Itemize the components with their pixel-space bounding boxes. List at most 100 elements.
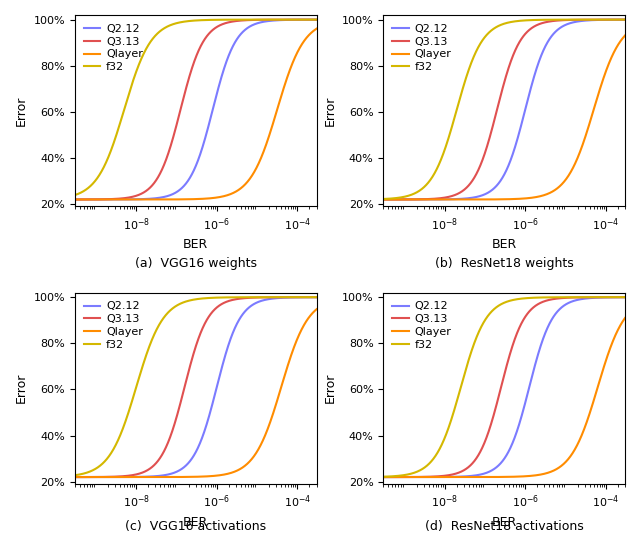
- Q2.12: [314, 294, 322, 300]
- Line: Q3.13: Q3.13: [64, 20, 326, 200]
- f32: [60, 473, 68, 480]
- Qlayer: [187, 196, 195, 202]
- Q2.12: [266, 296, 274, 303]
- Q2.12: [369, 474, 376, 480]
- Q2.12: [495, 179, 503, 185]
- Q3.13: [314, 16, 322, 23]
- Q3.13: [180, 386, 188, 392]
- Qlayer: [314, 305, 322, 311]
- f32: [623, 16, 630, 23]
- Q2.12: [73, 474, 81, 480]
- Q3.13: [322, 294, 330, 300]
- Q2.12: [266, 18, 274, 24]
- Q3.13: [314, 294, 322, 300]
- Qlayer: [73, 474, 81, 480]
- Line: Q3.13: Q3.13: [372, 20, 634, 200]
- f32: [180, 299, 188, 305]
- f32: [314, 16, 322, 23]
- Qlayer: [180, 474, 188, 480]
- Q3.13: [630, 294, 638, 300]
- Q2.12: [73, 196, 81, 203]
- Q2.12: [575, 18, 582, 25]
- Legend: Q2.12, Q3.13, Qlayer, f32: Q2.12, Q3.13, Qlayer, f32: [389, 20, 454, 75]
- Q2.12: [187, 456, 195, 463]
- f32: [575, 294, 582, 300]
- Qlayer: [575, 153, 582, 159]
- Q3.13: [60, 474, 68, 480]
- Qlayer: [322, 300, 330, 307]
- f32: [575, 16, 582, 23]
- Q2.12: [322, 294, 330, 300]
- Q3.13: [187, 359, 195, 366]
- Q2.12: [314, 294, 322, 300]
- Qlayer: [630, 25, 638, 31]
- Line: f32: f32: [372, 20, 634, 199]
- Line: f32: f32: [372, 297, 634, 477]
- Line: f32: f32: [64, 297, 326, 476]
- Q3.13: [489, 416, 497, 422]
- Qlayer: [314, 305, 322, 311]
- Qlayer: [623, 31, 630, 37]
- f32: [60, 194, 68, 201]
- Line: Q2.12: Q2.12: [372, 297, 634, 477]
- Qlayer: [73, 196, 81, 203]
- Q3.13: [314, 16, 322, 23]
- Line: Q2.12: Q2.12: [64, 20, 326, 200]
- Line: f32: f32: [64, 20, 326, 197]
- Q3.13: [575, 294, 582, 301]
- Q3.13: [187, 68, 195, 74]
- f32: [381, 474, 389, 480]
- Q3.13: [623, 294, 630, 300]
- Q3.13: [489, 124, 497, 130]
- Q3.13: [266, 16, 274, 23]
- Q3.13: [381, 196, 389, 203]
- Line: Q2.12: Q2.12: [64, 297, 326, 477]
- Q2.12: [489, 186, 497, 193]
- f32: [322, 16, 330, 23]
- X-axis label: BER: BER: [492, 516, 517, 529]
- Qlayer: [381, 474, 389, 480]
- f32: [489, 26, 497, 33]
- Q2.12: [623, 16, 630, 23]
- Text: (a)  VGG16 weights: (a) VGG16 weights: [134, 257, 257, 270]
- Q2.12: [623, 294, 630, 300]
- Q3.13: [381, 474, 389, 480]
- Q3.13: [180, 92, 188, 99]
- X-axis label: BER: BER: [183, 516, 209, 529]
- Y-axis label: Error: Error: [323, 96, 337, 126]
- Qlayer: [495, 474, 503, 480]
- Q3.13: [369, 474, 376, 480]
- X-axis label: BER: BER: [183, 238, 209, 251]
- Qlayer: [575, 439, 582, 446]
- f32: [73, 471, 81, 478]
- f32: [314, 294, 322, 300]
- f32: [623, 294, 630, 300]
- Qlayer: [623, 313, 630, 320]
- Q2.12: [630, 294, 638, 300]
- Q3.13: [623, 16, 630, 23]
- Text: (b)  ResNet18 weights: (b) ResNet18 weights: [435, 257, 573, 270]
- Line: Qlayer: Qlayer: [64, 304, 326, 477]
- Qlayer: [369, 196, 376, 203]
- f32: [180, 18, 188, 25]
- Qlayer: [180, 196, 188, 202]
- Q2.12: [180, 183, 188, 189]
- Line: Q2.12: Q2.12: [372, 20, 634, 200]
- Y-axis label: Error: Error: [15, 373, 28, 404]
- Qlayer: [623, 313, 630, 320]
- Q2.12: [314, 16, 322, 23]
- Q3.13: [73, 196, 81, 203]
- f32: [381, 196, 389, 202]
- Q3.13: [495, 97, 503, 103]
- Q2.12: [60, 474, 68, 480]
- Legend: Q2.12, Q3.13, Qlayer, f32: Q2.12, Q3.13, Qlayer, f32: [81, 20, 146, 75]
- Q2.12: [575, 296, 582, 303]
- Qlayer: [314, 25, 322, 31]
- Q2.12: [180, 464, 188, 470]
- Q3.13: [322, 16, 330, 23]
- Qlayer: [381, 196, 389, 203]
- Text: (c)  VGG16 activations: (c) VGG16 activations: [125, 520, 266, 534]
- Qlayer: [495, 196, 503, 202]
- Q3.13: [266, 294, 274, 301]
- Legend: Q2.12, Q3.13, Qlayer, f32: Q2.12, Q3.13, Qlayer, f32: [81, 298, 146, 353]
